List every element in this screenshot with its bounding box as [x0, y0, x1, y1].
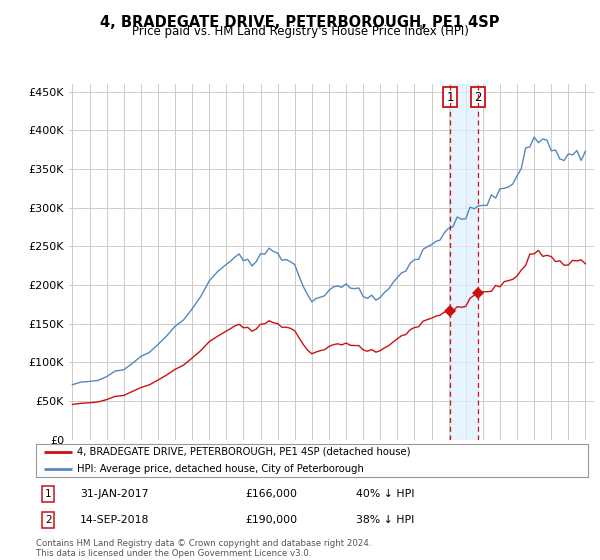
- Text: HPI: Average price, detached house, City of Peterborough: HPI: Average price, detached house, City…: [77, 464, 364, 474]
- Text: 2: 2: [474, 91, 482, 104]
- Text: 1: 1: [446, 91, 454, 104]
- Text: £166,000: £166,000: [246, 489, 298, 500]
- Text: £190,000: £190,000: [246, 515, 298, 525]
- Text: 14-SEP-2018: 14-SEP-2018: [80, 515, 149, 525]
- Text: 4, BRADEGATE DRIVE, PETERBOROUGH, PE1 4SP (detached house): 4, BRADEGATE DRIVE, PETERBOROUGH, PE1 4S…: [77, 446, 411, 456]
- Bar: [450, 84, 478, 440]
- Text: 4, BRADEGATE DRIVE, PETERBOROUGH, PE1 4SP: 4, BRADEGATE DRIVE, PETERBOROUGH, PE1 4S…: [100, 15, 500, 30]
- Text: 2: 2: [45, 515, 52, 525]
- Text: 38% ↓ HPI: 38% ↓ HPI: [356, 515, 415, 525]
- Text: Contains HM Land Registry data © Crown copyright and database right 2024.
This d: Contains HM Land Registry data © Crown c…: [36, 539, 371, 558]
- Text: 31-JAN-2017: 31-JAN-2017: [80, 489, 149, 500]
- Text: Price paid vs. HM Land Registry's House Price Index (HPI): Price paid vs. HM Land Registry's House …: [131, 25, 469, 38]
- Text: 40% ↓ HPI: 40% ↓ HPI: [356, 489, 415, 500]
- Text: 1: 1: [45, 489, 52, 500]
